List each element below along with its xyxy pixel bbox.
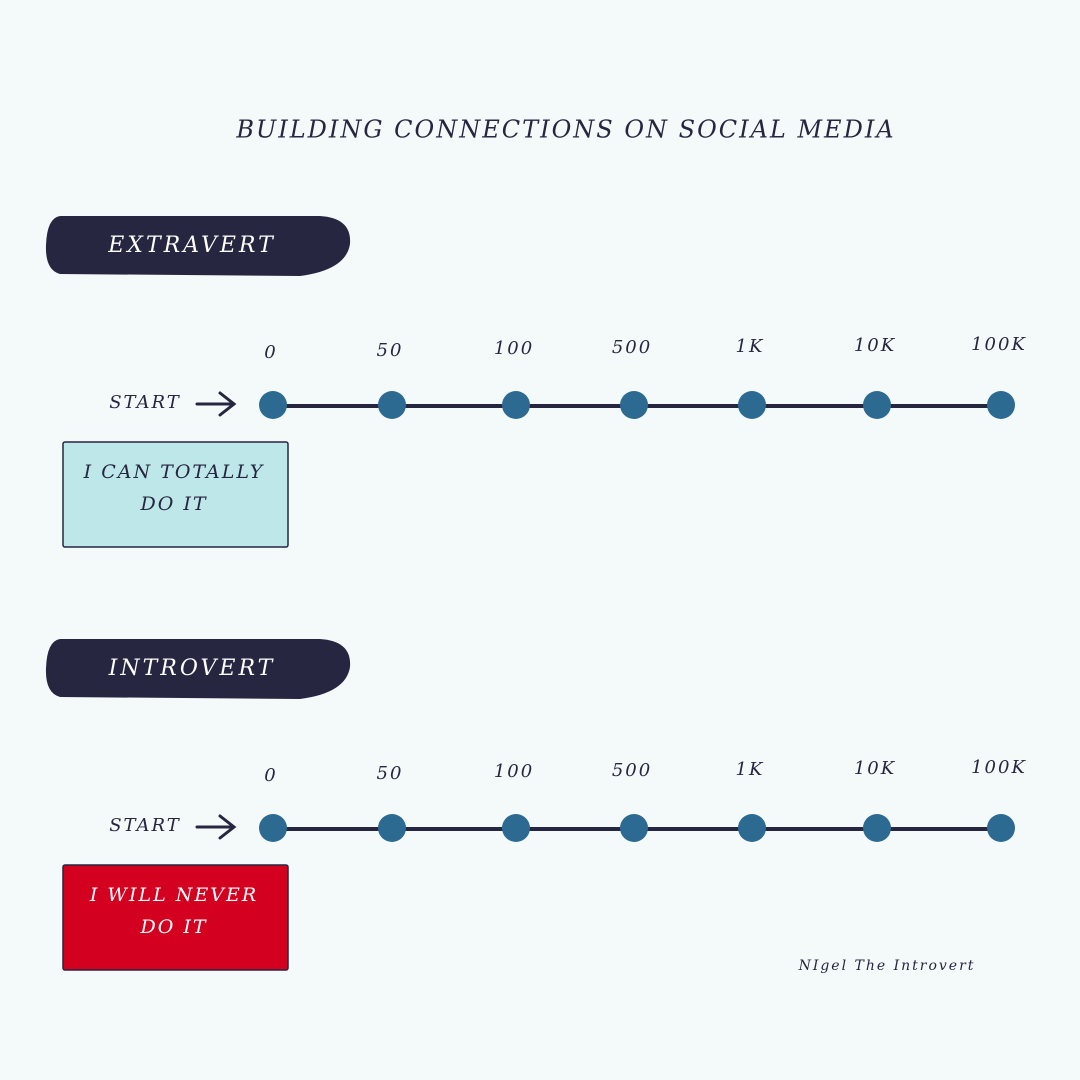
milestone-dot <box>259 814 287 842</box>
milestone-label: 100K <box>971 757 1027 778</box>
milestone-label: 100 <box>494 761 534 782</box>
note-text: I CAN TOTALLY <box>83 461 265 483</box>
milestone-label: 50 <box>377 763 404 784</box>
start-arrow <box>195 814 237 840</box>
milestone-label: 10K <box>854 758 896 779</box>
start-arrow <box>195 391 237 417</box>
section-label: EXTRAVERT <box>107 233 276 258</box>
milestone-dot <box>987 814 1015 842</box>
milestone-dot <box>502 391 530 419</box>
milestone-dot <box>863 814 891 842</box>
milestone-label: 50 <box>377 340 404 361</box>
milestone-dot <box>502 814 530 842</box>
start-label: START <box>109 392 181 413</box>
milestone-label: 100K <box>971 334 1027 355</box>
start-label: START <box>109 815 181 836</box>
note-text: DO IT <box>139 493 207 515</box>
note-text: I WILL NEVER <box>89 884 258 906</box>
milestone-dot <box>863 391 891 419</box>
milestone-label: 0 <box>264 765 277 786</box>
milestone-dot <box>987 391 1015 419</box>
credit: NIgel The Introvert <box>798 958 976 974</box>
milestone-label: 500 <box>612 337 652 358</box>
milestone-label: 10K <box>854 335 896 356</box>
milestone-dot <box>738 814 766 842</box>
note-text: DO IT <box>139 916 207 938</box>
title: BUILDING CONNECTIONS ON SOCIAL MEDIA <box>235 116 895 144</box>
milestone-dot <box>378 391 406 419</box>
milestone-dot <box>378 814 406 842</box>
label-pill <box>45 639 351 699</box>
milestone-dot <box>620 814 648 842</box>
milestone-label: 1K <box>736 759 765 780</box>
milestone-label: 500 <box>612 760 652 781</box>
note-box <box>62 441 289 548</box>
section-label: INTROVERT <box>108 656 276 681</box>
milestone-label: 0 <box>264 342 277 363</box>
milestone-label: 1K <box>736 336 765 357</box>
milestone-dot <box>738 391 766 419</box>
milestone-dot <box>259 391 287 419</box>
milestone-dot <box>620 391 648 419</box>
label-pill <box>45 216 351 276</box>
milestone-label: 100 <box>494 338 534 359</box>
note-box <box>62 864 289 971</box>
